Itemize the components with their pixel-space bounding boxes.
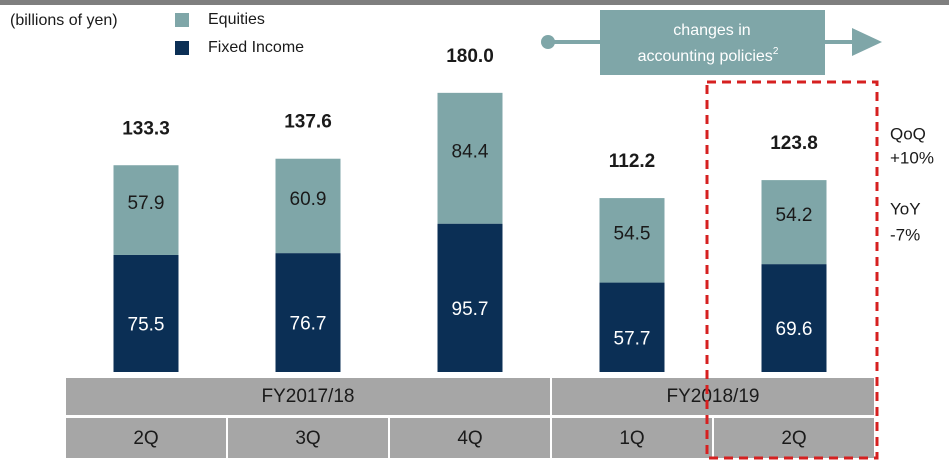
annotation: YoY xyxy=(890,199,921,218)
category-label: 2Q xyxy=(781,428,806,449)
total-label: 137.6 xyxy=(284,112,332,133)
category-cell xyxy=(66,418,226,458)
arrow-box xyxy=(600,10,825,75)
bar-segment xyxy=(113,165,179,255)
category-label: 3Q xyxy=(295,428,320,449)
unit-label: (billions of yen) xyxy=(10,12,118,29)
total-label: 133.3 xyxy=(122,118,170,139)
arrow-label-text: accounting policies xyxy=(638,48,773,65)
value-label: 76.7 xyxy=(290,314,327,335)
category-cell xyxy=(390,418,550,458)
annotation: -7% xyxy=(890,225,920,244)
bar-segment xyxy=(437,92,503,224)
legend-label: Equities xyxy=(208,11,265,28)
category-cell xyxy=(228,418,388,458)
bar-segment xyxy=(275,253,341,372)
arrow-label: changes in xyxy=(673,22,750,39)
bar-segment xyxy=(275,158,341,254)
category-label: 1Q xyxy=(619,428,644,449)
total-label: 123.8 xyxy=(770,133,818,154)
category-cell xyxy=(552,418,712,458)
arrow-label: accounting policies2 xyxy=(638,46,779,66)
bar-segment xyxy=(113,254,179,372)
value-label: 69.6 xyxy=(776,319,813,340)
value-label: 95.7 xyxy=(452,299,489,320)
top-rule xyxy=(0,0,949,5)
group-cell xyxy=(552,378,874,415)
arrow-dot xyxy=(541,35,555,49)
bar-segment xyxy=(599,282,665,372)
arrow-label-note: 2 xyxy=(773,46,779,57)
category-label: 4Q xyxy=(457,428,482,449)
annotation: QoQ xyxy=(890,124,926,143)
legend-swatch xyxy=(175,13,189,27)
bar-segment xyxy=(599,198,665,283)
bar-segment xyxy=(761,264,827,372)
annotation: +10% xyxy=(890,148,934,167)
arrow-head xyxy=(852,28,882,56)
group-cell xyxy=(66,378,550,415)
category-label: 2Q xyxy=(133,428,158,449)
value-label: 54.2 xyxy=(776,205,813,226)
value-label: 57.7 xyxy=(614,328,651,349)
legend-label: Fixed Income xyxy=(208,39,304,56)
value-label: 57.9 xyxy=(128,193,165,214)
highlight-box xyxy=(705,80,879,460)
bar-segment xyxy=(437,223,503,372)
bar-segment xyxy=(761,180,827,265)
group-label: FY2018/19 xyxy=(667,386,760,407)
legend-swatch xyxy=(175,41,189,55)
value-label: 84.4 xyxy=(452,141,489,162)
marks: Equities Fixed Income 75.5 57.9 133.3 76.7 60.… xyxy=(66,11,874,458)
group-label: FY2017/18 xyxy=(262,386,355,407)
category-cell xyxy=(714,418,874,458)
value-label: 60.9 xyxy=(290,189,327,210)
total-label: 112.2 xyxy=(609,151,656,172)
total-label: 180.0 xyxy=(446,46,494,67)
value-label: 75.5 xyxy=(128,315,165,336)
value-label: 54.5 xyxy=(614,223,651,244)
